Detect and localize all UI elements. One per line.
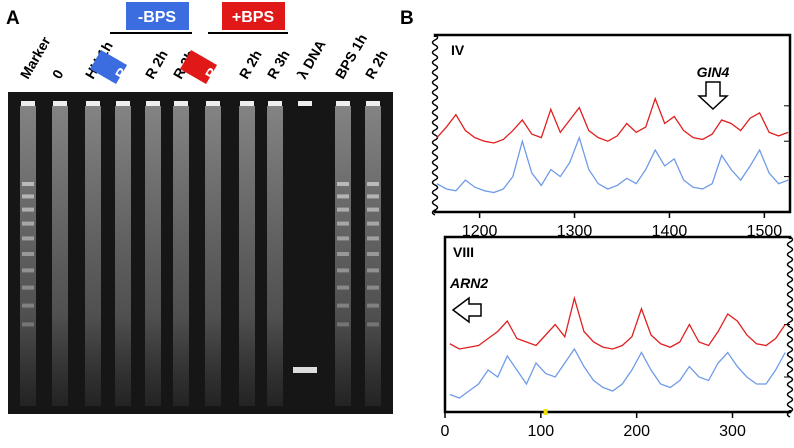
profile-line bbox=[449, 295, 786, 350]
lane-smear bbox=[115, 106, 131, 406]
x-tick-label: 100 bbox=[527, 423, 554, 440]
lane-label: R 1h bbox=[112, 47, 141, 81]
band bbox=[293, 367, 317, 373]
lane-smear bbox=[365, 106, 381, 406]
lane-label: 0 bbox=[49, 67, 67, 82]
frame-break-line bbox=[786, 236, 794, 418]
lane-smear bbox=[267, 106, 283, 406]
chromosome-label: IV bbox=[451, 42, 465, 58]
lane-smear bbox=[205, 106, 221, 406]
well bbox=[336, 101, 350, 106]
gene-label: ARN2 bbox=[449, 275, 488, 291]
group-label: +BPS bbox=[232, 9, 275, 26]
group-label: -BPS bbox=[138, 9, 177, 26]
well bbox=[86, 101, 100, 106]
plot-frame bbox=[443, 235, 792, 414]
arrow bbox=[451, 296, 482, 324]
x-tick-label: 200 bbox=[623, 423, 650, 440]
well bbox=[53, 101, 67, 106]
frame-break-line bbox=[431, 34, 439, 216]
panel-label: B bbox=[400, 8, 414, 29]
marker bbox=[543, 409, 548, 415]
arrow bbox=[697, 81, 729, 111]
lane-smear bbox=[239, 106, 255, 406]
plot-frame bbox=[433, 33, 792, 214]
gene-label: GIN4 bbox=[697, 64, 730, 80]
lane-smear bbox=[335, 106, 351, 406]
lane-label: R 2h bbox=[142, 47, 171, 81]
group-box bbox=[126, 2, 189, 30]
lane-smear bbox=[20, 106, 36, 406]
lane-smear bbox=[85, 106, 101, 406]
lane-smear bbox=[52, 106, 68, 406]
lane-label: R 2h bbox=[236, 47, 265, 81]
lane-highlight bbox=[90, 50, 128, 85]
well bbox=[298, 101, 312, 106]
lane-label: R 1h bbox=[202, 47, 231, 81]
lane-smear bbox=[145, 106, 161, 406]
lane-highlight bbox=[180, 50, 218, 85]
chromosome-label: VIII bbox=[453, 244, 474, 260]
gel-image bbox=[8, 92, 393, 414]
group-box bbox=[222, 2, 285, 30]
well bbox=[206, 101, 220, 106]
lane-label: λ DNA bbox=[294, 37, 329, 81]
frame-break bbox=[433, 37, 437, 210]
profile-line bbox=[449, 347, 786, 399]
x-tick-label: 300 bbox=[719, 423, 746, 440]
lane-label: R 3h bbox=[264, 47, 293, 81]
well bbox=[240, 101, 254, 106]
well bbox=[366, 101, 380, 106]
panel-label: A bbox=[6, 8, 20, 29]
well bbox=[116, 101, 130, 106]
lane-label: R 2h bbox=[362, 47, 391, 81]
lane-smear bbox=[173, 106, 189, 406]
profile-line bbox=[436, 135, 789, 194]
well bbox=[268, 101, 282, 106]
well bbox=[21, 101, 35, 106]
well bbox=[146, 101, 160, 106]
well bbox=[174, 101, 188, 106]
profile-line bbox=[436, 96, 789, 144]
x-tick-label: 0 bbox=[441, 423, 450, 440]
